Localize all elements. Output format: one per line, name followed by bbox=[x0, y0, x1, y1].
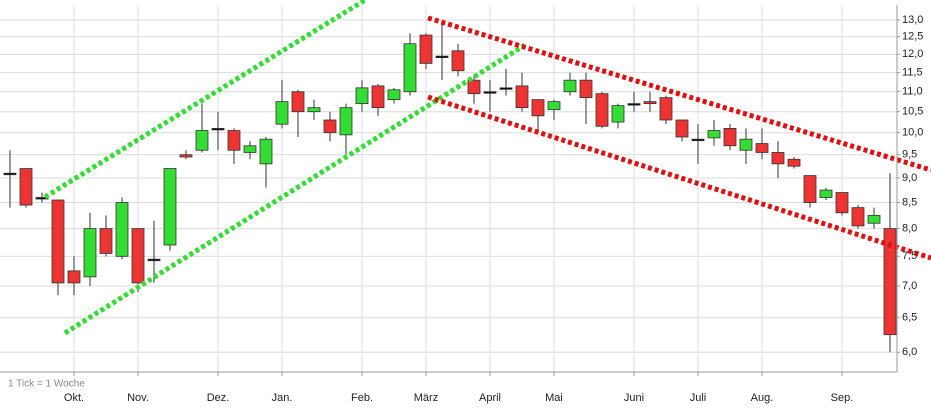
x-tick-label: Mai bbox=[545, 392, 563, 404]
candle-body bbox=[563, 79, 577, 93]
candle-body bbox=[35, 197, 49, 200]
trend-line bbox=[43, 0, 367, 200]
candle-body bbox=[51, 199, 65, 284]
candle-body bbox=[691, 138, 705, 142]
candle-body bbox=[787, 158, 801, 167]
y-tick-label: 7,5 bbox=[902, 250, 917, 262]
y-tick-label: 8,5 bbox=[902, 196, 917, 208]
candle-body bbox=[579, 79, 593, 99]
trend-line bbox=[63, 42, 527, 336]
candle-body bbox=[643, 101, 657, 105]
y-tick-label: 10,5 bbox=[902, 106, 923, 118]
candle-body bbox=[611, 105, 625, 123]
x-tick-label: Jan. bbox=[272, 392, 293, 404]
x-tick-label: Juni bbox=[624, 392, 644, 404]
candle-body bbox=[531, 99, 545, 117]
candle-body bbox=[355, 87, 369, 105]
y-tick-label: 6,5 bbox=[902, 312, 917, 324]
candle-body bbox=[467, 79, 481, 95]
y-tick-label: 11,5 bbox=[902, 67, 923, 79]
candle-body bbox=[211, 128, 225, 131]
grid-layer bbox=[0, 5, 897, 372]
y-tick-label: 9,5 bbox=[902, 149, 917, 161]
candle-body bbox=[547, 101, 561, 111]
candle-body bbox=[19, 168, 33, 206]
candle-body bbox=[419, 34, 433, 64]
candle-body bbox=[595, 93, 609, 127]
x-tick-label: Aug. bbox=[751, 392, 774, 404]
candle-body bbox=[307, 107, 321, 113]
candle-body bbox=[851, 207, 865, 227]
candle-body bbox=[131, 228, 145, 284]
candle-body bbox=[739, 138, 753, 151]
x-tick-label: Okt. bbox=[64, 392, 84, 404]
y-tick-label: 6,0 bbox=[902, 346, 917, 358]
candle-body bbox=[515, 85, 529, 109]
y-tick-label: 11,0 bbox=[902, 86, 923, 98]
y-tick-label: 9,0 bbox=[902, 172, 917, 184]
x-tick-label: Dez. bbox=[207, 392, 230, 404]
candle-body bbox=[291, 91, 305, 113]
candle-body bbox=[451, 50, 465, 72]
candle-body bbox=[259, 138, 273, 165]
candle-body bbox=[243, 145, 257, 153]
candle-body bbox=[3, 172, 17, 176]
candle-body bbox=[339, 107, 353, 136]
trend-lines bbox=[43, 0, 931, 336]
candle-body bbox=[771, 152, 785, 165]
candle-body bbox=[371, 85, 385, 109]
candle-body bbox=[195, 130, 209, 151]
candle-body bbox=[227, 130, 241, 151]
y-tick-label: 12,0 bbox=[902, 48, 923, 60]
candle-body bbox=[803, 175, 817, 203]
x-tick-label: April bbox=[479, 392, 501, 404]
candle-body bbox=[83, 228, 97, 278]
footnote: 1 Tick = 1 Woche bbox=[8, 379, 85, 390]
candle-body bbox=[627, 103, 641, 106]
candle-body bbox=[115, 202, 129, 257]
x-tick-label: Nov. bbox=[127, 392, 149, 404]
x-tick-label: Feb. bbox=[351, 392, 373, 404]
candle-body bbox=[387, 89, 401, 101]
marks-layer bbox=[3, 23, 897, 353]
candle-body bbox=[435, 55, 449, 59]
y-tick-label: 10,0 bbox=[902, 127, 923, 139]
candle-body bbox=[755, 143, 769, 153]
x-tick-label: Sep. bbox=[831, 392, 854, 404]
candle-body bbox=[867, 214, 881, 224]
trend-line bbox=[427, 15, 931, 173]
y-tick-label: 12,5 bbox=[902, 31, 923, 43]
candle-body bbox=[675, 119, 689, 138]
y-tick-label: 7,0 bbox=[902, 280, 917, 292]
candle-body bbox=[883, 228, 897, 336]
candle-body bbox=[179, 154, 193, 158]
candle-body bbox=[483, 91, 497, 94]
candle-body bbox=[819, 189, 833, 198]
candle-body bbox=[163, 168, 177, 246]
candle-body bbox=[147, 258, 161, 262]
candle-body bbox=[323, 119, 337, 134]
candle-body bbox=[99, 228, 113, 254]
candle-body bbox=[67, 270, 81, 284]
y-tick-label: 8,0 bbox=[902, 222, 917, 234]
candle-body bbox=[835, 192, 849, 214]
candle-body bbox=[275, 101, 289, 125]
candle-body bbox=[723, 128, 737, 147]
candle-body bbox=[659, 97, 673, 121]
x-tick-label: März bbox=[414, 392, 438, 404]
candle-body bbox=[707, 130, 721, 139]
candle-body bbox=[403, 43, 417, 93]
candle-body bbox=[499, 87, 513, 90]
x-tick-label: Juli bbox=[690, 392, 707, 404]
y-tick-label: 13,0 bbox=[902, 14, 923, 26]
